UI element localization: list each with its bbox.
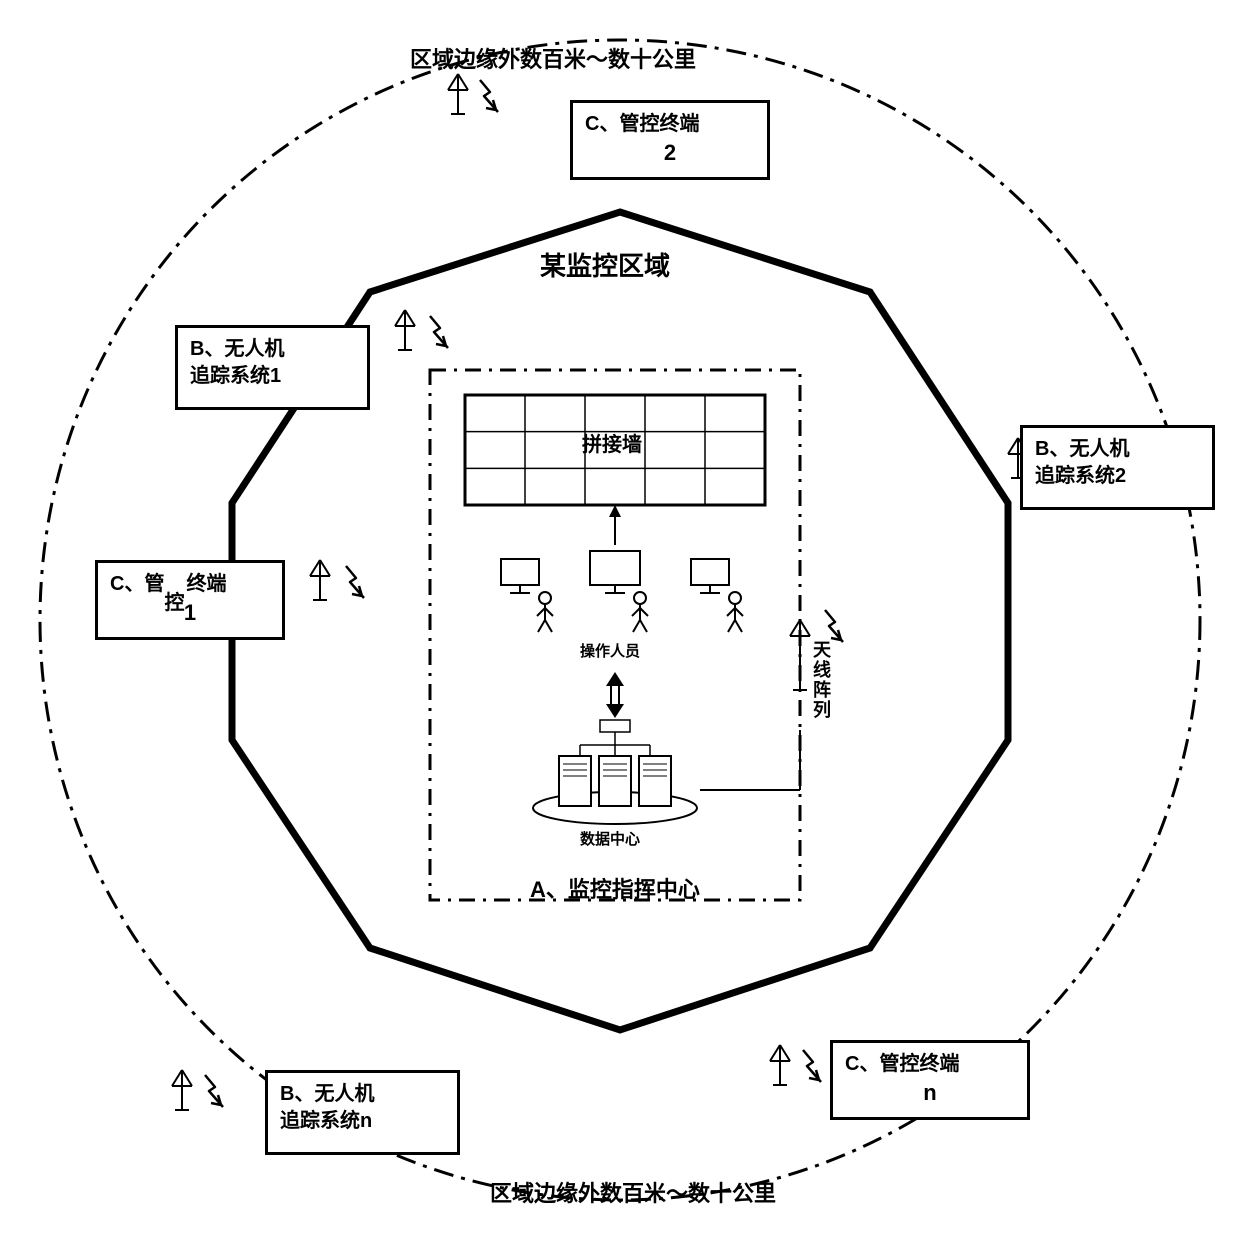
node-drone-tracker-2: B、无人机追踪系统2 [1020,425,1215,510]
outer-label-bottom: 区域边缘外数百米～数十公里 [490,1176,776,1208]
video-wall-label: 拼接墙 [582,428,642,457]
data-center-servers [533,756,697,824]
node-control-terminal-n: C、管控终端n [830,1040,1030,1120]
node-drone-tracker-1: B、无人机追踪系统1 [175,325,370,410]
antennas-group [172,74,1028,1110]
command-center-title: A、监控指挥中心 [530,872,700,904]
antenna-array-label: 天线阵列 [808,640,834,720]
node-drone-tracker-n: B、无人机追踪系统n [265,1070,460,1155]
diagram-canvas: 区域边缘外数百米～数十公里 区域边缘外数百米～数十公里 某监控区域 A、监控指挥… [0,0,1240,1241]
operators-label: 操作人员 [580,640,640,661]
arrow-wall-to-ops [609,505,621,545]
node-control-terminal-2: C、管控终端2 [570,100,770,180]
double-arrow-ops-servers [606,672,624,718]
polygon-label: 某监控区域 [540,246,670,283]
node-control-terminal-1: C、管控终端1 [95,560,285,640]
outer-label-top: 区域边缘外数百米～数十公里 [410,42,696,74]
signals-group [205,80,1058,1107]
operators-group [501,551,743,632]
network-switch-icon [580,720,650,755]
data-center-label: 数据中心 [580,828,640,849]
